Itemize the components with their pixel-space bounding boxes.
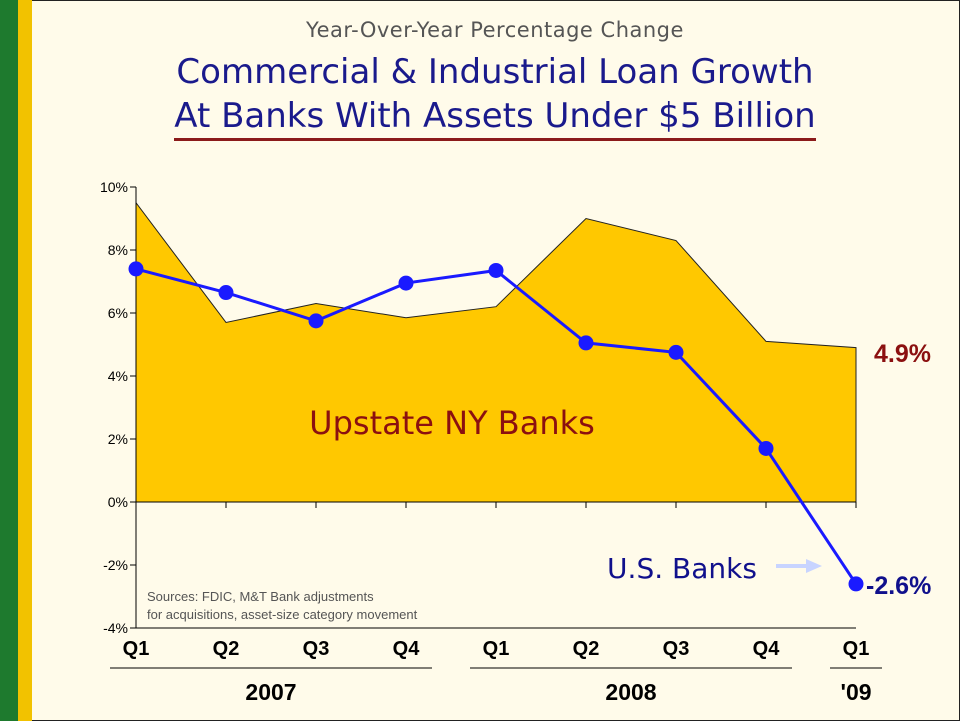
chart-title-line2-text: At Banks With Assets Under $5 Billion xyxy=(174,96,816,141)
y-tick-label: -4% xyxy=(103,620,128,636)
y-tick-label: -2% xyxy=(103,557,128,573)
x-category-label: Q3 xyxy=(663,638,690,660)
x-category-label: Q4 xyxy=(753,638,781,660)
x-category-label: Q1 xyxy=(123,638,150,660)
upstate-area xyxy=(135,201,857,503)
us-series-label: U.S. Banks xyxy=(607,552,757,585)
chart-subtitle: Year-Over-Year Percentage Change xyxy=(306,18,684,42)
us-banks-point xyxy=(848,576,864,592)
y-tick-label: 8% xyxy=(108,242,128,258)
chart-title-line2: At Banks With Assets Under $5 Billion xyxy=(40,96,950,141)
us-label-arrow-head xyxy=(806,559,822,573)
x-category-label: Q1 xyxy=(483,638,510,660)
us-banks-point xyxy=(578,335,594,351)
us-banks-point xyxy=(308,313,324,329)
left-green-stripe xyxy=(0,0,18,721)
x-category-label: Q2 xyxy=(213,638,240,660)
us-banks-point xyxy=(218,285,234,301)
y-tick-label: 6% xyxy=(108,305,128,321)
us-banks-point xyxy=(668,344,684,360)
x-category-label: Q1 xyxy=(843,638,870,660)
source-annotation: Sources: FDIC, M&T Bank adjustments for a… xyxy=(147,589,418,622)
year-label: 2007 xyxy=(245,679,296,705)
x-category-label: Q2 xyxy=(573,638,600,660)
y-tick-label: 2% xyxy=(108,431,128,447)
upstate-end-value-label: 4.9% xyxy=(874,340,931,368)
us-banks-point xyxy=(758,440,774,456)
x-category-label: Q3 xyxy=(303,638,330,660)
us-end-value-label: -2.6% xyxy=(866,572,931,600)
y-tick-label: 4% xyxy=(108,368,128,384)
x-category-label: Q4 xyxy=(393,638,421,660)
left-yellow-stripe xyxy=(18,0,32,721)
y-tick-label: 0% xyxy=(108,494,128,510)
year-label: '09 xyxy=(840,679,871,705)
chart-title-line1: Commercial & Industrial Loan Growth xyxy=(176,52,814,92)
us-banks-point xyxy=(398,275,414,291)
us-banks-point xyxy=(128,261,144,277)
upstate-series-label: Upstate NY Banks xyxy=(309,404,595,442)
us-banks-point xyxy=(488,262,504,278)
y-tick-label: 10% xyxy=(100,179,128,195)
year-label: 2008 xyxy=(605,679,656,705)
